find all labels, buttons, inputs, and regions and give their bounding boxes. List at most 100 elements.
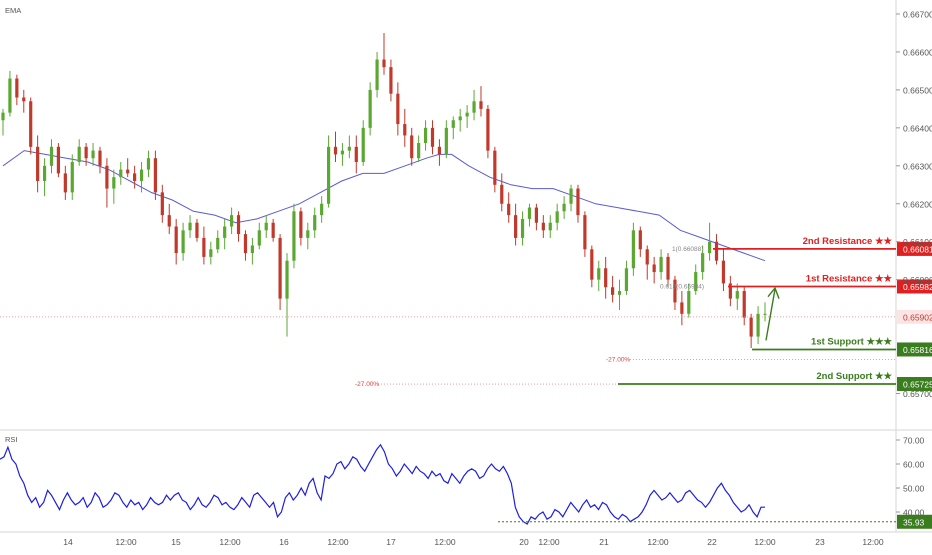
candle-body <box>527 207 532 219</box>
candle-body <box>389 67 393 94</box>
candle-body <box>576 188 580 216</box>
candle <box>22 89 26 113</box>
candle <box>652 256 656 284</box>
level-label: 1st Support ★★★ <box>811 336 892 347</box>
candle-body <box>652 264 656 273</box>
candle-body <box>146 158 151 170</box>
candle <box>631 222 635 276</box>
candle <box>659 249 663 280</box>
candle <box>590 245 594 288</box>
current-price-label: 0.65902 <box>903 312 932 322</box>
candle <box>555 203 559 231</box>
level-resistance-a: 2nd Resistance ★★ 0.66081 <box>713 236 932 256</box>
candle-body <box>534 207 538 223</box>
candle-body <box>167 215 171 227</box>
candle-body <box>368 89 372 128</box>
time-tick-label: 12:00 <box>754 537 776 547</box>
time-tick-label: 12:00 <box>538 537 560 547</box>
candle-body <box>278 237 282 299</box>
candle <box>763 302 767 322</box>
price-tick-label: 0.66700 <box>903 10 932 20</box>
candle <box>112 169 116 204</box>
candle-body <box>313 215 317 231</box>
candle-body <box>195 222 199 238</box>
candle-body <box>735 291 739 299</box>
candle-body <box>375 59 379 90</box>
candle <box>49 139 54 174</box>
candle <box>707 222 712 261</box>
candle-body <box>347 146 351 151</box>
ema-series <box>2 150 766 262</box>
price-tick-label: 0.66400 <box>903 123 932 133</box>
candle-body <box>520 218 525 238</box>
candle-body <box>590 249 594 280</box>
level-resistance-b: 1st Resistance ★★ 0.65982 <box>728 273 932 294</box>
candle-body <box>687 291 691 314</box>
arrow-head <box>767 286 780 299</box>
candle-body <box>181 230 185 254</box>
time-tick-label: 17 <box>386 537 396 547</box>
candle <box>333 131 338 163</box>
candle-body <box>417 143 421 159</box>
fib-618-label: 0.618(0.65984) <box>660 283 704 290</box>
candle-body <box>320 203 324 216</box>
candle <box>243 230 248 261</box>
candle <box>604 256 608 299</box>
time-tick-label: 12:00 <box>219 537 241 547</box>
candle-body <box>333 146 338 155</box>
candle <box>396 82 400 136</box>
candle-body <box>611 287 615 295</box>
candle-body <box>763 313 767 315</box>
candle <box>458 108 462 132</box>
price-tick-label: 0.66100 <box>903 237 932 247</box>
candle-body <box>465 112 469 117</box>
candle <box>264 215 268 238</box>
rsi-tick-label: 50.00 <box>903 484 925 494</box>
candle <box>597 260 601 292</box>
time-tick-label: 21 <box>599 537 609 547</box>
candle <box>486 105 490 159</box>
price-tick-label: 0.66600 <box>903 47 932 57</box>
candle <box>534 203 538 231</box>
candle-body <box>306 230 310 238</box>
candle <box>583 211 587 257</box>
candle-body <box>236 215 241 235</box>
candle <box>126 158 130 178</box>
candle-body <box>70 162 74 193</box>
candle <box>680 291 684 326</box>
candle-body <box>701 253 705 273</box>
candle-body <box>15 78 19 98</box>
candle <box>250 237 254 265</box>
level-price-badge <box>897 377 932 392</box>
candle <box>500 173 504 212</box>
candle <box>437 139 442 166</box>
candle <box>576 184 580 223</box>
candle-body <box>209 249 213 257</box>
candle <box>1 108 5 136</box>
candle <box>153 150 157 200</box>
candle <box>299 207 303 246</box>
candle-body <box>250 245 254 254</box>
candle <box>105 158 109 208</box>
level-price-label: 0.65725 <box>903 380 932 390</box>
candle <box>98 146 102 174</box>
candle-body <box>569 188 573 204</box>
candle-body <box>299 211 303 238</box>
candle <box>133 165 137 189</box>
candle-body <box>500 184 504 204</box>
candle <box>430 120 435 155</box>
candle <box>209 241 213 265</box>
price-tick-label: 0.66200 <box>903 199 932 209</box>
candle-body <box>548 222 552 231</box>
candle <box>347 135 351 159</box>
candle <box>306 222 310 250</box>
candle <box>230 207 234 235</box>
candle-body <box>77 146 81 163</box>
candle-body <box>292 211 296 261</box>
level-price-badge <box>897 241 932 256</box>
ema-line <box>2 150 766 262</box>
